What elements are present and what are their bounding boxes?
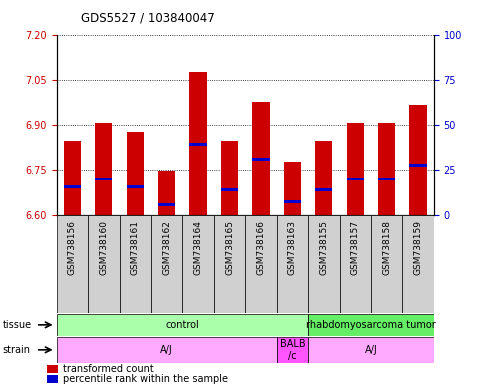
Bar bbox=[88, 215, 119, 313]
Text: GSM738166: GSM738166 bbox=[256, 220, 266, 275]
Text: GSM738165: GSM738165 bbox=[225, 220, 234, 275]
Bar bbox=[57, 215, 88, 313]
Bar bbox=[189, 72, 207, 215]
Bar bbox=[252, 158, 270, 161]
Bar bbox=[245, 215, 277, 313]
Bar bbox=[284, 162, 301, 215]
Text: BALB
/c: BALB /c bbox=[280, 339, 305, 361]
Bar bbox=[64, 141, 81, 215]
Bar bbox=[347, 177, 364, 180]
Text: GSM738159: GSM738159 bbox=[414, 220, 423, 275]
Text: rhabdomyosarcoma tumor: rhabdomyosarcoma tumor bbox=[306, 320, 436, 330]
Bar bbox=[371, 215, 402, 313]
Bar bbox=[221, 188, 238, 191]
Bar bbox=[64, 185, 81, 188]
Text: transformed count: transformed count bbox=[63, 364, 153, 374]
Bar bbox=[95, 177, 112, 180]
Bar bbox=[308, 215, 340, 313]
Text: GSM738161: GSM738161 bbox=[131, 220, 140, 275]
Bar bbox=[340, 215, 371, 313]
Text: GSM738156: GSM738156 bbox=[68, 220, 77, 275]
Text: GSM738155: GSM738155 bbox=[319, 220, 328, 275]
Bar bbox=[189, 143, 207, 146]
Bar bbox=[277, 215, 308, 313]
Bar bbox=[315, 141, 332, 215]
Text: control: control bbox=[166, 320, 199, 330]
Bar bbox=[95, 123, 112, 215]
Bar bbox=[221, 141, 238, 215]
Bar bbox=[127, 132, 144, 215]
Text: percentile rank within the sample: percentile rank within the sample bbox=[63, 374, 228, 384]
Bar bbox=[308, 337, 434, 363]
Bar bbox=[158, 203, 176, 206]
Text: A/J: A/J bbox=[365, 345, 377, 355]
Bar bbox=[57, 337, 277, 363]
Bar bbox=[378, 123, 395, 215]
Text: GSM738162: GSM738162 bbox=[162, 220, 171, 275]
Bar bbox=[252, 102, 270, 215]
Bar bbox=[151, 215, 182, 313]
Bar bbox=[47, 375, 58, 382]
Text: GDS5527 / 103840047: GDS5527 / 103840047 bbox=[81, 11, 215, 24]
Bar bbox=[402, 215, 434, 313]
Text: A/J: A/J bbox=[160, 345, 173, 355]
Bar bbox=[378, 177, 395, 180]
Bar bbox=[410, 164, 427, 167]
Text: GSM738164: GSM738164 bbox=[194, 220, 203, 275]
Bar bbox=[47, 366, 58, 373]
Bar bbox=[127, 185, 144, 188]
Text: GSM738158: GSM738158 bbox=[382, 220, 391, 275]
Bar bbox=[284, 200, 301, 203]
Text: strain: strain bbox=[2, 345, 31, 355]
Bar bbox=[119, 215, 151, 313]
Bar bbox=[182, 215, 214, 313]
Bar bbox=[308, 314, 434, 336]
Bar bbox=[277, 337, 308, 363]
Text: GSM738157: GSM738157 bbox=[351, 220, 360, 275]
Text: tissue: tissue bbox=[2, 320, 32, 330]
Bar bbox=[214, 215, 246, 313]
Text: GSM738160: GSM738160 bbox=[99, 220, 108, 275]
Bar bbox=[347, 123, 364, 215]
Bar bbox=[410, 105, 427, 215]
Bar bbox=[57, 314, 308, 336]
Text: GSM738163: GSM738163 bbox=[288, 220, 297, 275]
Bar bbox=[158, 171, 176, 215]
Bar bbox=[315, 188, 332, 191]
